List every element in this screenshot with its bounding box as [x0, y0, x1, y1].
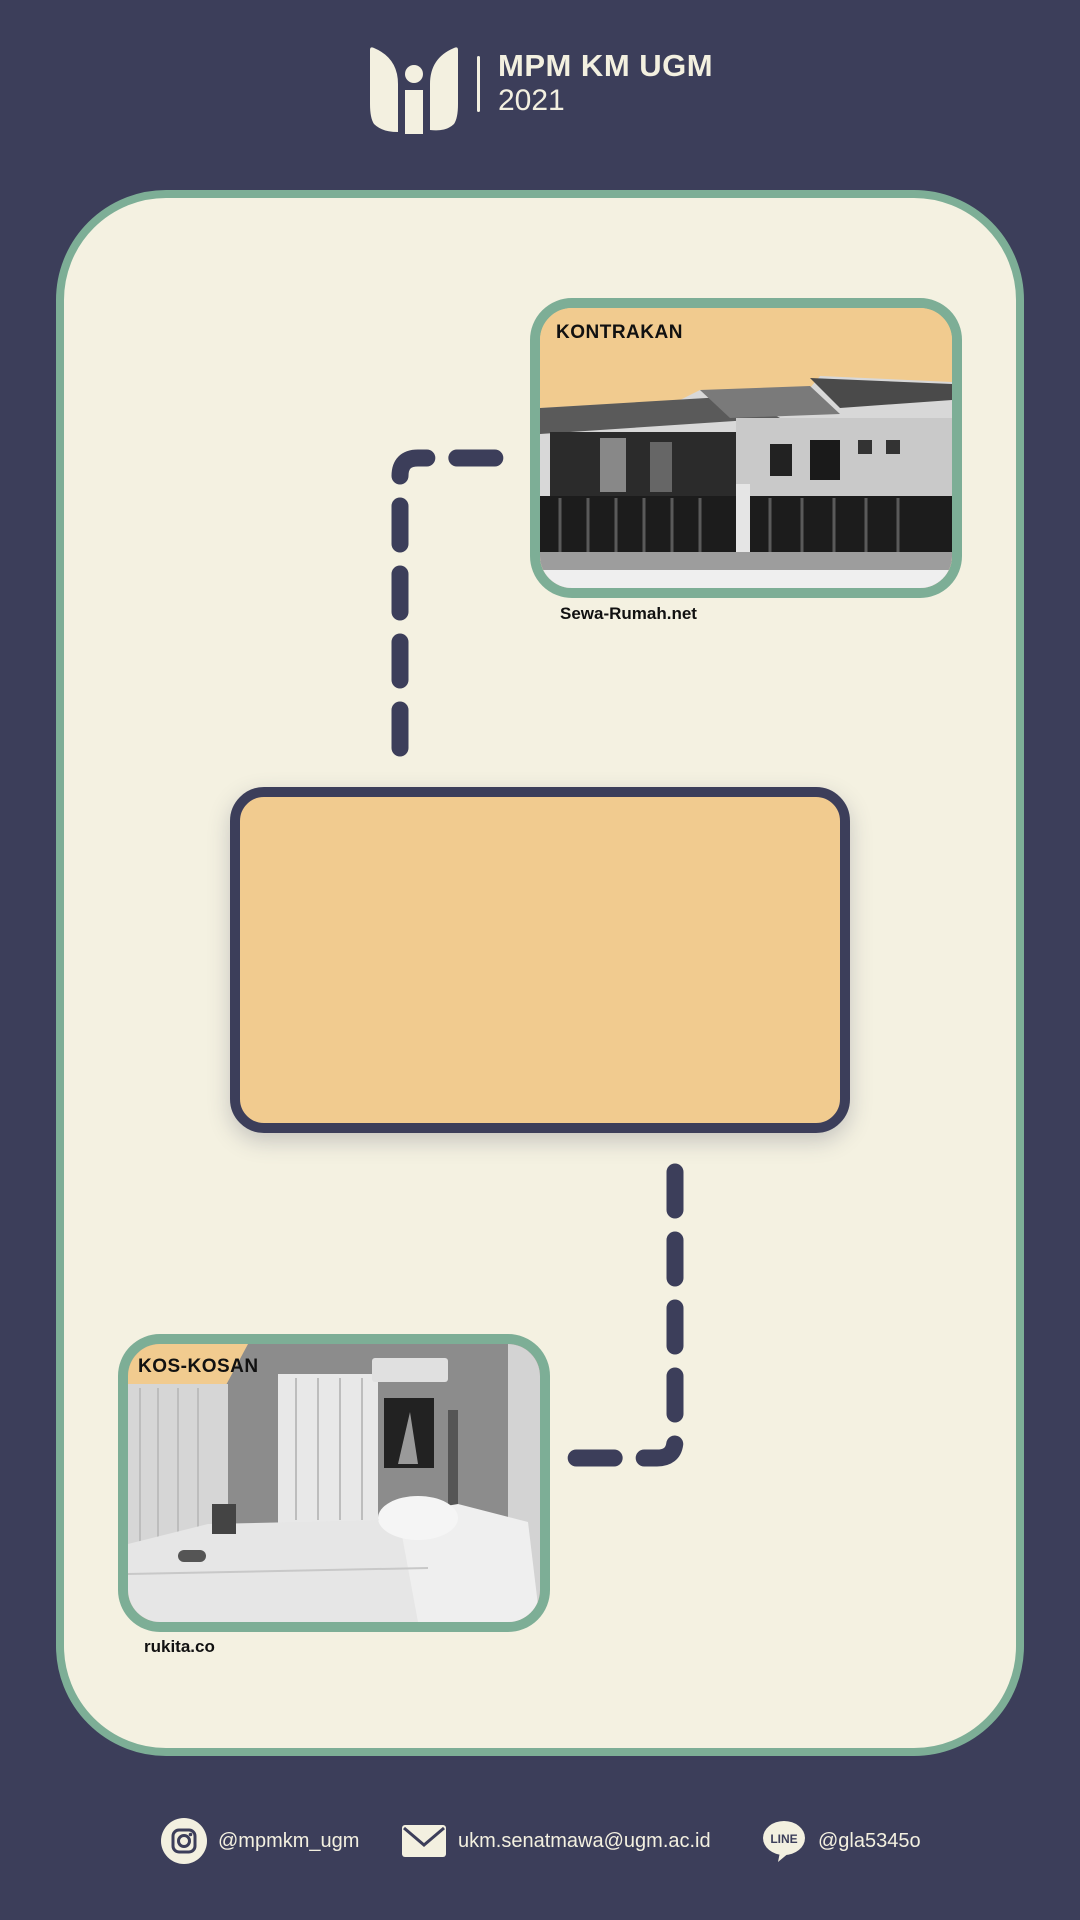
- footer-instagram[interactable]: @mpmkm_ugm: [160, 1816, 359, 1866]
- house-photo: [540, 308, 952, 588]
- kos-kosan-card[interactable]: [118, 1334, 550, 1632]
- line-icon: LINE: [763, 1821, 805, 1862]
- footer-email[interactable]: ukm.senatmawa@ugm.ac.id: [400, 1816, 711, 1866]
- instagram-handle: @mpmkm_ugm: [218, 1829, 360, 1852]
- logo-divider: [477, 56, 480, 112]
- kontrakan-source: Sewa-Rumah.net: [560, 604, 697, 623]
- bedroom-photo: [128, 1344, 540, 1622]
- kontrakan-card[interactable]: [530, 298, 962, 598]
- logo-icon: [370, 47, 458, 134]
- kos-kosan-source: rukita.co: [144, 1637, 215, 1656]
- kontrakan-label: KONTRAKAN: [556, 322, 683, 343]
- center-box: [230, 787, 850, 1133]
- mail-icon: [402, 1825, 446, 1857]
- email-address: ukm.senatmawa@ugm.ac.id: [458, 1829, 711, 1852]
- kos-kosan-label: KOS-KOSAN: [138, 1356, 259, 1377]
- line-handle: @gla5345o: [818, 1829, 921, 1852]
- org-name: MPM KM UGM: [498, 48, 714, 83]
- org-year: 2021: [498, 84, 565, 117]
- footer-line[interactable]: LINE @gla5345o: [760, 1816, 921, 1866]
- instagram-icon: [161, 1818, 207, 1864]
- line-icon-text: LINE: [770, 1832, 797, 1846]
